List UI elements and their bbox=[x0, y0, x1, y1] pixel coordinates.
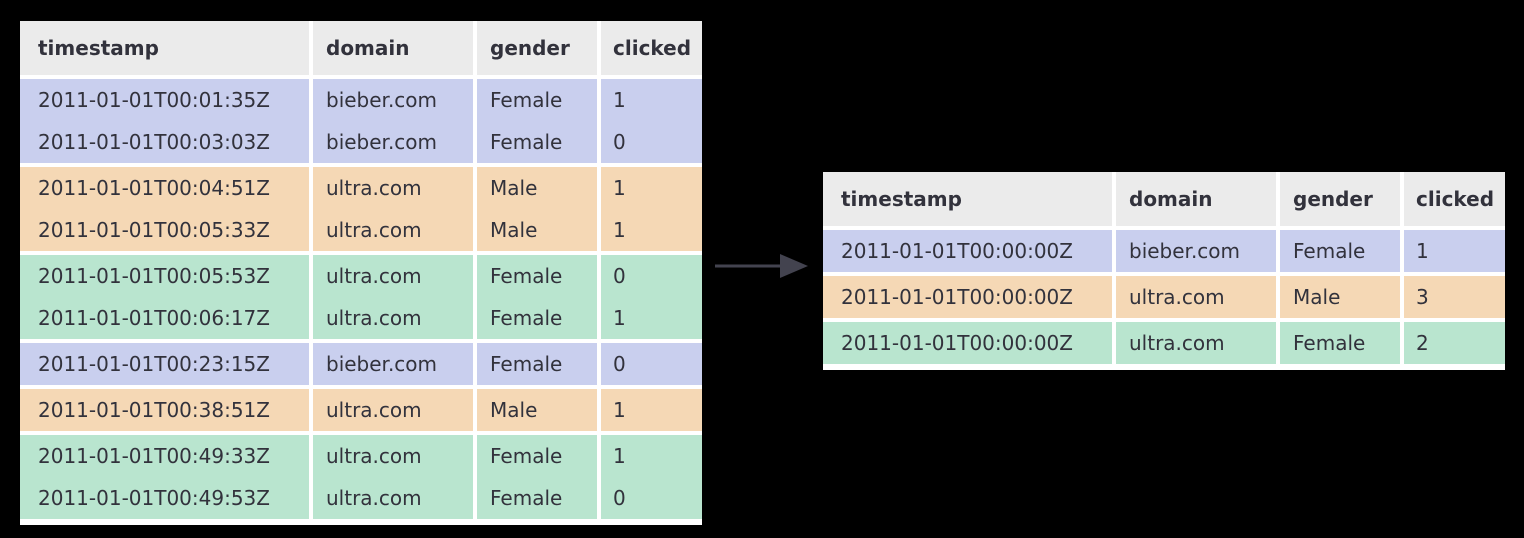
column-header-clicked: clicked bbox=[601, 21, 702, 75]
cell-gender: Female bbox=[477, 297, 597, 339]
cell-gender: Female bbox=[1280, 322, 1400, 364]
cell-timestamp: 2011-01-01T00:00:00Z bbox=[823, 322, 1112, 364]
cell-domain: ultra.com bbox=[313, 167, 473, 209]
cell-timestamp: 2011-01-01T00:05:53Z bbox=[20, 255, 309, 297]
cell-clicked: 1 bbox=[601, 297, 702, 339]
cell-timestamp: 2011-01-01T00:00:00Z bbox=[823, 276, 1112, 318]
cell-clicked: 2 bbox=[1404, 322, 1505, 364]
cell-clicked: 3 bbox=[1404, 276, 1505, 318]
cell-clicked: 0 bbox=[601, 255, 702, 297]
cell-domain: bieber.com bbox=[313, 121, 473, 163]
cell-clicked: 1 bbox=[1404, 230, 1505, 272]
cell-domain: ultra.com bbox=[1116, 276, 1276, 318]
column-header-timestamp: timestamp bbox=[823, 172, 1112, 226]
column-header-domain: domain bbox=[313, 21, 473, 75]
cell-gender: Female bbox=[477, 477, 597, 519]
cell-gender: Female bbox=[477, 435, 597, 477]
table-row: 2011-01-01T00:00:00Z bieber.com Female 1 bbox=[823, 230, 1505, 272]
column-header-domain: domain bbox=[1116, 172, 1276, 226]
cell-domain: ultra.com bbox=[313, 477, 473, 519]
column-header-clicked: clicked bbox=[1404, 172, 1505, 226]
table-row: 2011-01-01T00:05:53Z ultra.com Female 0 bbox=[20, 255, 702, 297]
cell-clicked: 1 bbox=[601, 389, 702, 431]
cell-domain: ultra.com bbox=[313, 209, 473, 251]
cell-clicked: 0 bbox=[601, 477, 702, 519]
cell-gender: Female bbox=[477, 255, 597, 297]
cell-gender: Female bbox=[1280, 230, 1400, 272]
table-row: 2011-01-01T00:04:51Z ultra.com Male 1 bbox=[20, 167, 702, 209]
cell-timestamp: 2011-01-01T00:38:51Z bbox=[20, 389, 309, 431]
table-row: 2011-01-01T00:00:00Z ultra.com Male 3 bbox=[823, 276, 1505, 318]
cell-gender: Female bbox=[477, 79, 597, 121]
cell-timestamp: 2011-01-01T00:06:17Z bbox=[20, 297, 309, 339]
cell-clicked: 1 bbox=[601, 79, 702, 121]
input-table: timestamp domain gender clicked 2011-01-01T0… bbox=[20, 21, 702, 525]
table-row: 2011-01-01T00:49:53Z ultra.com Female 0 bbox=[20, 477, 702, 519]
cell-gender: Male bbox=[1280, 276, 1400, 318]
cell-domain: bieber.com bbox=[313, 343, 473, 385]
table-row: 2011-01-01T00:05:33Z ultra.com Male 1 bbox=[20, 209, 702, 251]
cell-domain: ultra.com bbox=[313, 389, 473, 431]
table-row: 2011-01-01T00:00:00Z ultra.com Female 2 bbox=[823, 322, 1505, 364]
cell-timestamp: 2011-01-01T00:49:53Z bbox=[20, 477, 309, 519]
table-row: 2011-01-01T00:38:51Z ultra.com Male 1 bbox=[20, 389, 702, 431]
cell-timestamp: 2011-01-01T00:05:33Z bbox=[20, 209, 309, 251]
cell-clicked: 1 bbox=[601, 167, 702, 209]
table-header-row: timestamp domain gender clicked bbox=[20, 21, 702, 75]
cell-timestamp: 2011-01-01T00:01:35Z bbox=[20, 79, 309, 121]
table-row: 2011-01-01T00:49:33Z ultra.com Female 1 bbox=[20, 435, 702, 477]
table-row: 2011-01-01T00:03:03Z bieber.com Female 0 bbox=[20, 121, 702, 163]
cell-clicked: 1 bbox=[601, 435, 702, 477]
output-table: timestamp domain gender clicked 2011-01-01T0… bbox=[823, 172, 1505, 370]
column-header-timestamp: timestamp bbox=[20, 21, 309, 75]
column-header-gender: gender bbox=[477, 21, 597, 75]
cell-gender: Male bbox=[477, 167, 597, 209]
cell-domain: ultra.com bbox=[313, 435, 473, 477]
cell-domain: ultra.com bbox=[1116, 322, 1276, 364]
cell-timestamp: 2011-01-01T00:03:03Z bbox=[20, 121, 309, 163]
right-arrow-icon bbox=[715, 254, 808, 278]
cell-clicked: 1 bbox=[601, 209, 702, 251]
cell-timestamp: 2011-01-01T00:00:00Z bbox=[823, 230, 1112, 272]
cell-domain: bieber.com bbox=[313, 79, 473, 121]
cell-domain: ultra.com bbox=[313, 255, 473, 297]
table-header-row: timestamp domain gender clicked bbox=[823, 172, 1505, 226]
cell-timestamp: 2011-01-01T00:04:51Z bbox=[20, 167, 309, 209]
cell-domain: ultra.com bbox=[313, 297, 473, 339]
cell-domain: bieber.com bbox=[1116, 230, 1276, 272]
column-header-gender: gender bbox=[1280, 172, 1400, 226]
cell-timestamp: 2011-01-01T00:49:33Z bbox=[20, 435, 309, 477]
table-row: 2011-01-01T00:23:15Z bieber.com Female 0 bbox=[20, 343, 702, 385]
cell-timestamp: 2011-01-01T00:23:15Z bbox=[20, 343, 309, 385]
cell-clicked: 0 bbox=[601, 121, 702, 163]
table-row: 2011-01-01T00:06:17Z ultra.com Female 1 bbox=[20, 297, 702, 339]
cell-clicked: 0 bbox=[601, 343, 702, 385]
cell-gender: Female bbox=[477, 343, 597, 385]
cell-gender: Female bbox=[477, 121, 597, 163]
cell-gender: Male bbox=[477, 209, 597, 251]
table-row: 2011-01-01T00:01:35Z bieber.com Female 1 bbox=[20, 79, 702, 121]
cell-gender: Male bbox=[477, 389, 597, 431]
